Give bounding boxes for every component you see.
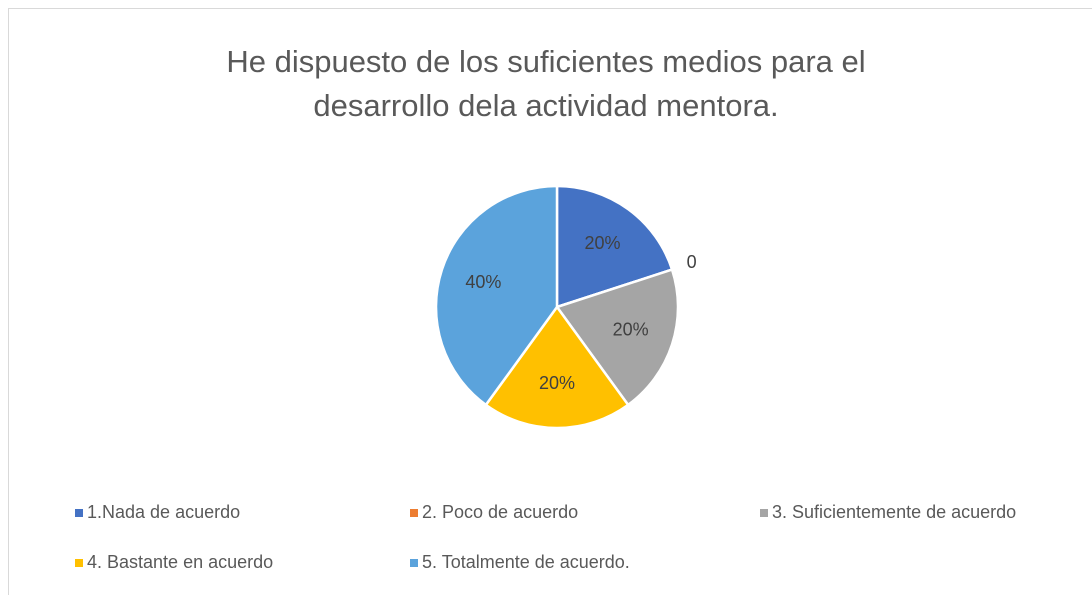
legend-label: 5. Totalmente de acuerdo. (422, 552, 630, 572)
legend-label: 1.Nada de acuerdo (87, 502, 240, 522)
data-label: 20% (613, 320, 649, 340)
title-box: He dispuesto de los suficientes medios p… (96, 40, 996, 128)
legend-swatch (75, 559, 83, 567)
legend-swatch (760, 509, 768, 517)
legend-label: 2. Poco de acuerdo (422, 502, 578, 522)
data-label: 40% (465, 272, 501, 292)
legend-swatch (410, 559, 418, 567)
pie-slice (555, 184, 674, 309)
legend-label: 3. Suficientemente de acuerdo (772, 502, 1016, 522)
pie-slice (554, 268, 680, 407)
legend-swatch (410, 509, 418, 517)
pie-slice (434, 184, 559, 407)
data-label: 20% (585, 233, 621, 253)
data-label: 0 (687, 252, 697, 272)
chart-title: He dispuesto de los suficientes medios p… (226, 44, 866, 123)
legend-swatch (75, 509, 83, 517)
pie-slice (484, 304, 630, 430)
legend-label: 4. Bastante en acuerdo (87, 552, 273, 572)
data-label: 20% (539, 373, 575, 393)
chart-frame (8, 8, 1092, 595)
